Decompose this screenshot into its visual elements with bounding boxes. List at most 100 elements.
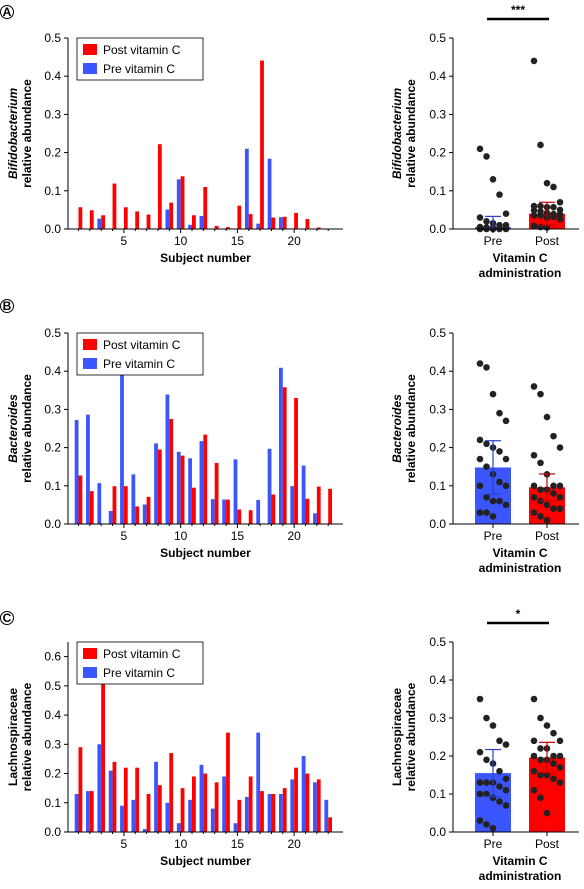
x-axis-title-line2: administration <box>479 266 562 280</box>
data-point-post <box>550 729 557 737</box>
bar-pre-subject-19 <box>279 217 283 229</box>
bar-post-subject-12 <box>203 773 208 832</box>
y-tick-label: 0.6 <box>44 650 61 664</box>
data-point-pre <box>476 436 484 444</box>
legend-label-post: Post vitamin C <box>103 43 181 57</box>
data-point-post <box>543 179 551 187</box>
bar-post-subject-22 <box>316 779 321 832</box>
bar-pre-subject-20 <box>290 486 295 524</box>
y-axis-title-line1: Bacteroides <box>6 394 20 463</box>
bar-post-subject-10 <box>180 455 185 524</box>
x-tick-label: Post <box>535 529 560 543</box>
y-tick-label: 0.2 <box>44 441 61 455</box>
panel-letter: C <box>3 611 12 625</box>
bar-post-subject-8 <box>157 144 162 229</box>
bar-pre-subject-16 <box>244 148 249 229</box>
bar-post-subject-23 <box>328 488 332 524</box>
legend-swatch-post <box>83 339 97 350</box>
y-axis-title-line2: relative abundance <box>20 374 34 483</box>
y-tick-label: 0.1 <box>429 184 446 198</box>
bar-post-subject-12 <box>203 186 208 229</box>
y-tick-label: 0.4 <box>44 69 61 83</box>
y-axis-title-line1: Bacteroides <box>390 394 404 463</box>
x-tick-label: 5 <box>121 234 128 248</box>
x-axis-title: Subject number <box>160 546 251 560</box>
data-point-post <box>537 745 544 752</box>
x-axis-title: Subject number <box>160 854 251 868</box>
bar-pre-subject-8 <box>154 761 158 832</box>
y-tick-label: 0.0 <box>44 517 61 531</box>
data-point-pre <box>496 497 503 505</box>
y-axis-title-line2: relative abundance <box>20 682 34 791</box>
dot-chart-b: 0.0 0.1 0.2 0.3 0.4 0.5 Pre Post Vitamin Cadmini… <box>390 326 579 575</box>
x-tick-label: 15 <box>231 837 245 851</box>
data-point-pre <box>502 455 510 463</box>
bar-pre-subject-15 <box>233 823 238 832</box>
bar-pre-subject-4 <box>108 511 113 524</box>
bar-post-subject-3 <box>101 215 105 229</box>
y-tick-label: 0.2 <box>429 441 446 455</box>
y-tick-label: 0.5 <box>429 635 446 649</box>
y-tick-label: 0.2 <box>44 767 61 781</box>
bar-pre-subject-7 <box>142 829 147 832</box>
data-point-pre <box>476 145 484 153</box>
bar-post-subject-14 <box>226 227 230 229</box>
bar-post-subject-7 <box>146 214 151 229</box>
bar-post-subject-13 <box>214 782 219 832</box>
data-point-pre <box>476 214 484 221</box>
bar-post-subject-19 <box>282 216 287 229</box>
data-point-pre <box>502 501 510 509</box>
data-point-pre <box>489 824 497 832</box>
data-point-pre <box>483 756 490 764</box>
data-point-post <box>556 752 564 760</box>
y-tick-label: 0.4 <box>429 69 446 83</box>
data-point-post <box>530 509 538 516</box>
legend: Post vitamin C Pre vitamin C <box>76 37 204 81</box>
bar-post-subject-2 <box>89 210 94 229</box>
bar-post-subject-11 <box>192 215 196 229</box>
bar-pre-subject-1 <box>74 420 79 524</box>
x-tick-label: 15 <box>231 234 245 248</box>
data-point-post <box>537 714 544 722</box>
bar-pre-subject-10 <box>176 451 181 524</box>
data-point-pre <box>496 478 503 486</box>
data-point-post <box>543 501 551 509</box>
data-point-post <box>543 771 551 779</box>
data-point-pre <box>483 153 490 160</box>
legend: Post vitamin C Pre vitamin C <box>76 641 204 685</box>
bar-post-subject-2 <box>89 491 94 524</box>
data-point-post <box>530 222 538 230</box>
legend-swatch-post <box>83 648 97 659</box>
panel-letter-circle <box>0 299 14 313</box>
bar-pre-subject-18 <box>267 158 272 229</box>
bar-post-subject-14 <box>226 732 230 832</box>
y-tick-label: 0.0 <box>44 825 61 839</box>
bar-pre-subject-23 <box>324 799 329 832</box>
data-point-post <box>537 756 544 764</box>
x-tick-label: 10 <box>174 529 188 543</box>
bar-pre-subject-2 <box>86 791 90 832</box>
data-point-post <box>537 390 544 398</box>
legend-label-post: Post vitamin C <box>103 338 181 352</box>
data-point-pre <box>496 783 503 790</box>
legend-swatch-pre <box>83 358 97 369</box>
data-point-pre <box>496 798 503 805</box>
data-point-post <box>537 486 544 493</box>
data-point-post <box>530 206 538 214</box>
y-axis-title-line2: relative abundance <box>404 79 418 188</box>
bar-post-subject-5 <box>123 207 128 229</box>
data-point-pre <box>483 779 490 786</box>
data-point-post <box>537 211 544 219</box>
bar-post-subject-23 <box>328 817 332 832</box>
bar-post-subject-7 <box>146 794 151 832</box>
bar-post-subject-16 <box>248 214 253 229</box>
data-point-pre <box>502 417 510 425</box>
data-point-pre <box>496 737 503 745</box>
bar-post-subject-19 <box>282 387 287 524</box>
legend-box <box>76 332 204 376</box>
data-point-post <box>530 493 538 501</box>
bar-pre-subject-6 <box>131 799 136 832</box>
bar-post-subject-22 <box>316 227 321 229</box>
bar-pre-subject-22 <box>313 513 317 524</box>
